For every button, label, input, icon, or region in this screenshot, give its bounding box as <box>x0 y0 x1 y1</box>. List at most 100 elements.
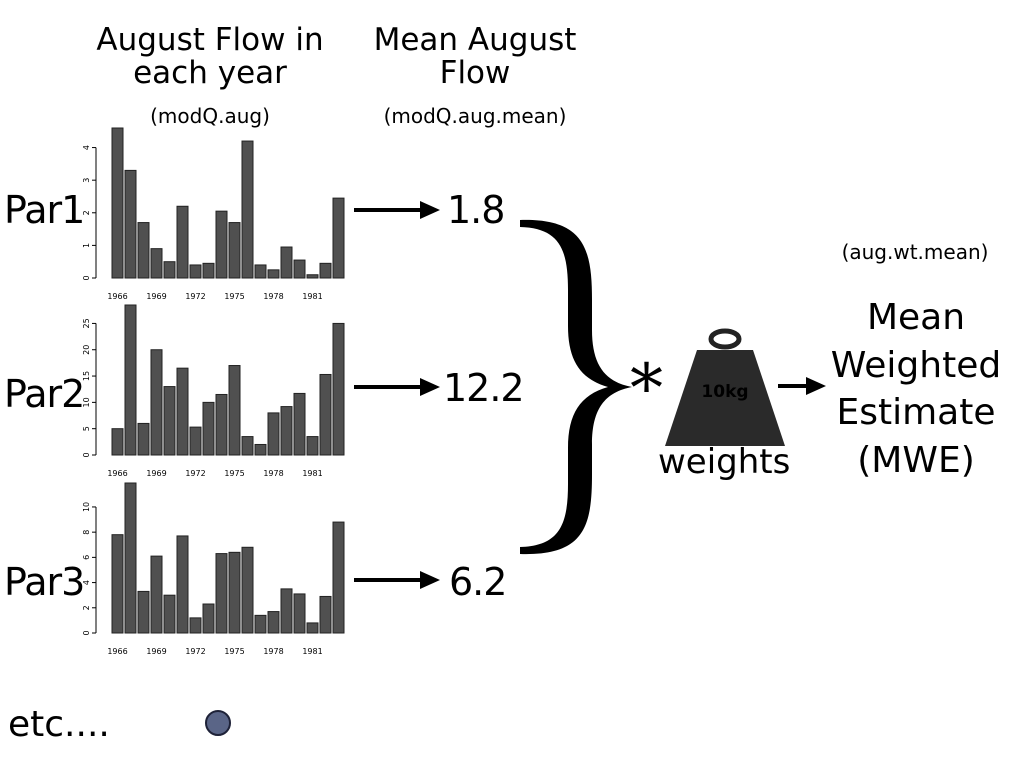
weights-text: weights <box>658 442 791 482</box>
mwe-result: Mean Weighted Estimate (MWE) <box>830 297 1002 481</box>
bar-1981 <box>306 622 319 634</box>
bar-1967 <box>124 304 137 456</box>
bar-1968 <box>137 222 150 279</box>
y-tick-label: 0 <box>82 452 91 457</box>
mean-header: Mean August Flow <box>373 22 577 91</box>
bar-1974 <box>215 553 228 634</box>
bar-1974 <box>215 393 228 456</box>
bar-1974 <box>215 210 228 279</box>
y-tick-label: 2 <box>82 605 91 610</box>
bar-1971 <box>176 205 189 279</box>
y-tick-label: 4 <box>82 580 91 585</box>
weight-label: 10kg <box>701 382 749 402</box>
mean-subheader: (modQ.aug.mean) <box>383 104 567 128</box>
x-tick-label: 1972 <box>185 647 205 656</box>
x-tick-label: 1966 <box>107 292 127 301</box>
bar-1978 <box>267 269 280 279</box>
bar-1976 <box>241 436 254 456</box>
bar-1966 <box>111 127 124 279</box>
bar-1968 <box>137 422 150 456</box>
y-tick-label: 10 <box>82 397 91 407</box>
x-tick-label: 1966 <box>107 647 127 656</box>
bar-1981 <box>306 274 319 279</box>
x-tick-label: 1975 <box>224 292 244 301</box>
bar-1976 <box>241 140 254 279</box>
y-tick-label: 4 <box>82 145 91 150</box>
y-tick-label: 3 <box>82 178 91 183</box>
x-tick-label: 1978 <box>263 469 283 478</box>
x-tick-label: 1969 <box>146 469 166 478</box>
row-label-par3: Par3 <box>4 560 85 604</box>
bar-1973 <box>202 262 215 279</box>
flow-chart-par1: 0 1 2 3 4 1966 1969 1972 1975 1978 1981 <box>82 127 345 301</box>
curly-brace <box>520 219 632 555</box>
bar-1978 <box>267 412 280 456</box>
bar-1969 <box>150 555 163 634</box>
y-tick-label: 8 <box>82 530 91 535</box>
bar-1975 <box>228 365 241 456</box>
etc-text: etc.... <box>8 704 110 745</box>
bar-1970 <box>163 386 176 456</box>
bar-1977 <box>254 614 267 634</box>
bar-1972 <box>189 426 202 456</box>
bar-1971 <box>176 367 189 456</box>
y-tick-label: 1 <box>82 243 91 248</box>
bullet-dot <box>205 710 231 736</box>
x-tick-label: 1981 <box>302 469 322 478</box>
x-tick-label: 1969 <box>146 292 166 301</box>
bar-1979 <box>280 246 293 279</box>
y-tick-label: 0 <box>82 275 91 280</box>
x-tick-label: 1975 <box>224 647 244 656</box>
bar-1978 <box>267 611 280 634</box>
bar-1966 <box>111 534 124 634</box>
bar-1972 <box>189 264 202 279</box>
x-tick-label: 1975 <box>224 469 244 478</box>
y-tick-label: 5 <box>82 426 91 431</box>
x-tick-label: 1969 <box>146 647 166 656</box>
bar-1979 <box>280 588 293 634</box>
mean-value-par1: 1.8 <box>447 188 505 232</box>
x-tick-label: 1981 <box>302 292 322 301</box>
x-tick-label: 1981 <box>302 647 322 656</box>
bar-1977 <box>254 443 267 456</box>
bar-1980 <box>293 593 306 634</box>
bar-1973 <box>202 603 215 634</box>
bar-1971 <box>176 535 189 634</box>
bar-1983 <box>332 521 345 634</box>
bar-1968 <box>137 590 150 634</box>
bar-1983 <box>332 197 345 279</box>
bar-1972 <box>189 617 202 634</box>
bar-1980 <box>293 392 306 456</box>
x-tick-label: 1978 <box>263 292 283 301</box>
x-tick-label: 1978 <box>263 647 283 656</box>
x-tick-label: 1972 <box>185 292 205 301</box>
bar-1973 <box>202 401 215 456</box>
row-label-par1: Par1 <box>4 188 85 232</box>
x-tick-label: 1972 <box>185 469 205 478</box>
bar-1975 <box>228 551 241 634</box>
mean-value-par2: 12.2 <box>443 366 525 410</box>
bar-1982 <box>319 595 332 634</box>
arrow-to-mwe <box>778 377 826 395</box>
bar-1980 <box>293 259 306 279</box>
bar-1975 <box>228 222 241 279</box>
bar-1966 <box>111 428 124 456</box>
y-tick-label: 15 <box>82 371 91 381</box>
bar-1977 <box>254 264 267 279</box>
y-tick-label: 10 <box>82 502 91 512</box>
y-tick-label: 6 <box>82 555 91 560</box>
y-tick-label: 2 <box>82 210 91 215</box>
y-tick-label: 0 <box>82 630 91 635</box>
flow-chart-par2: 0 5 10 15 20 25 1966 1969 1972 1975 1978 1981 <box>82 304 345 478</box>
bar-1981 <box>306 436 319 456</box>
arrow-par3-to-mean <box>354 571 440 589</box>
flow-chart-par3: 0 2 4 6 8 10 1966 1969 1972 1975 1978 1981 <box>82 482 345 656</box>
bar-1979 <box>280 406 293 456</box>
bar-1983 <box>332 322 345 456</box>
bar-1976 <box>241 546 254 634</box>
bar-1967 <box>124 482 137 634</box>
bar-1970 <box>163 261 176 279</box>
y-tick-label: 25 <box>82 318 91 328</box>
bar-1969 <box>150 248 163 279</box>
